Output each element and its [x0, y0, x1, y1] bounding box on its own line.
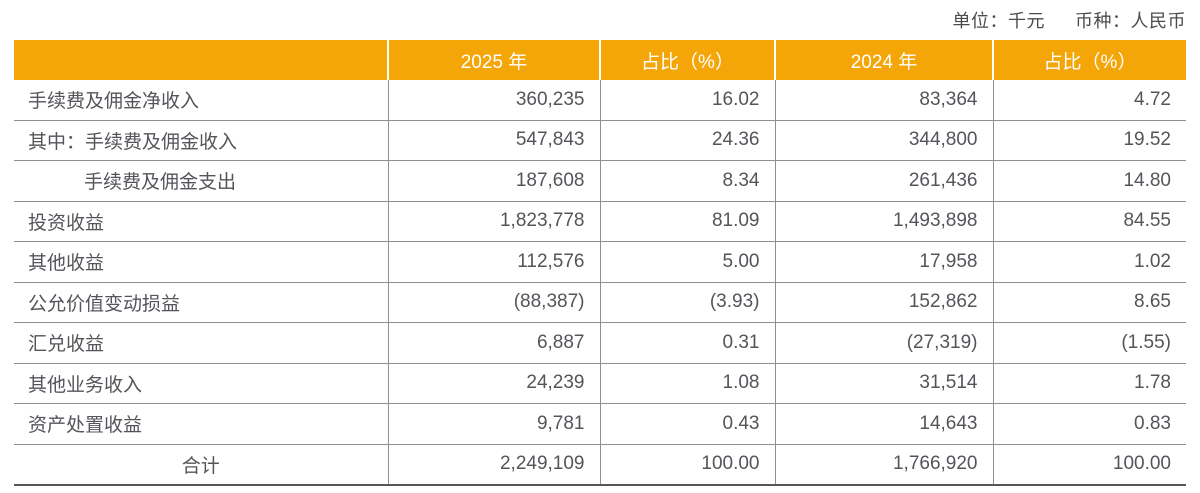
- value-cell: 4.72: [993, 80, 1186, 121]
- value-cell: 83,364: [775, 80, 994, 121]
- value-cell: 31,514: [775, 363, 994, 404]
- value-cell: 8.65: [993, 282, 1186, 323]
- value-cell: 1.08: [600, 363, 776, 404]
- value-cell: 14.80: [993, 160, 1186, 202]
- value-cell: 152,862: [775, 282, 994, 323]
- currency-label: 币种：人民币: [1075, 11, 1186, 31]
- value-cell: 1,766,920: [775, 444, 994, 486]
- value-cell: 5.00: [600, 241, 776, 283]
- unit-label: 单位：千元: [952, 11, 1045, 31]
- header-row: 2025 年 占比（%） 2024 年 占比（%）: [14, 40, 1186, 80]
- column-header-share-2024: 占比（%）: [993, 40, 1186, 80]
- value-cell: 14,643: [775, 403, 994, 445]
- value-cell: 360,235: [388, 80, 601, 121]
- value-cell: 344,800: [775, 120, 994, 161]
- value-cell: 81.09: [600, 201, 776, 242]
- table-row: 投资收益 1,823,778 81.09 1,493,898 84.55: [14, 201, 1186, 242]
- value-cell: (1.55): [993, 322, 1186, 364]
- value-cell: (27,319): [775, 322, 994, 364]
- column-header-2024: 2024 年: [775, 40, 994, 80]
- value-cell: 0.83: [993, 403, 1186, 445]
- value-cell: 0.43: [600, 403, 776, 445]
- table-row: 公允价值变动损益 (88,387) (3.93) 152,862 8.65: [14, 282, 1186, 323]
- value-cell: 112,576: [388, 241, 601, 283]
- row-label: 手续费及佣金净收入: [14, 80, 389, 121]
- value-cell: 24.36: [600, 120, 776, 161]
- column-header-item: [14, 40, 389, 80]
- table-header: 2025 年 占比（%） 2024 年 占比（%）: [14, 40, 1186, 80]
- value-cell: 187,608: [388, 160, 601, 202]
- income-breakdown-table: 2025 年 占比（%） 2024 年 占比（%） 手续费及佣金净收入 360,…: [14, 40, 1186, 486]
- table-row: 资产处置收益 9,781 0.43 14,643 0.83: [14, 403, 1186, 445]
- value-cell: 261,436: [775, 160, 994, 202]
- table-row: 其中：手续费及佣金收入 547,843 24.36 344,800 19.52: [14, 120, 1186, 161]
- total-row: 合计 2,249,109 100.00 1,766,920 100.00: [14, 444, 1186, 486]
- value-cell: 19.52: [993, 120, 1186, 161]
- column-header-2025: 2025 年: [388, 40, 601, 80]
- table-row: 其他收益 112,576 5.00 17,958 1.02: [14, 241, 1186, 283]
- column-header-share-2025: 占比（%）: [600, 40, 776, 80]
- value-cell: 1.78: [993, 363, 1186, 404]
- value-cell: 17,958: [775, 241, 994, 283]
- row-label: 公允价值变动损益: [14, 282, 389, 323]
- value-cell: 547,843: [388, 120, 601, 161]
- value-cell: 24,239: [388, 363, 601, 404]
- row-label: 投资收益: [14, 201, 389, 242]
- row-label: 资产处置收益: [14, 403, 389, 445]
- row-label: 其中：手续费及佣金收入: [14, 120, 389, 161]
- value-cell: 0.31: [600, 322, 776, 364]
- value-cell: 6,887: [388, 322, 601, 364]
- value-cell: 1,823,778: [388, 201, 601, 242]
- value-cell: 100.00: [993, 444, 1186, 486]
- table-row: 汇兑收益 6,887 0.31 (27,319) (1.55): [14, 322, 1186, 364]
- total-row-label: 合计: [14, 444, 389, 486]
- table-row: 手续费及佣金净收入 360,235 16.02 83,364 4.72: [14, 80, 1186, 121]
- value-cell: 9,781: [388, 403, 601, 445]
- table-row: 手续费及佣金支出 187,608 8.34 261,436 14.80: [14, 160, 1186, 202]
- table-body: 手续费及佣金净收入 360,235 16.02 83,364 4.72 其中：手…: [14, 80, 1186, 486]
- row-label: 其他收益: [14, 241, 389, 283]
- value-cell: 16.02: [600, 80, 776, 121]
- row-label: 其他业务收入: [14, 363, 389, 404]
- value-cell: (3.93): [600, 282, 776, 323]
- row-label: 手续费及佣金支出: [14, 160, 389, 202]
- unit-currency-note: 单位：千元 币种：人民币: [953, 7, 1187, 33]
- value-cell: 8.34: [600, 160, 776, 202]
- row-label: 汇兑收益: [14, 322, 389, 364]
- value-cell: 84.55: [993, 201, 1186, 242]
- value-cell: (88,387): [388, 282, 601, 323]
- value-cell: 2,249,109: [388, 444, 601, 486]
- value-cell: 1.02: [993, 241, 1186, 283]
- value-cell: 1,493,898: [775, 201, 994, 242]
- table-row: 其他业务收入 24,239 1.08 31,514 1.78: [14, 363, 1186, 404]
- value-cell: 100.00: [600, 444, 776, 486]
